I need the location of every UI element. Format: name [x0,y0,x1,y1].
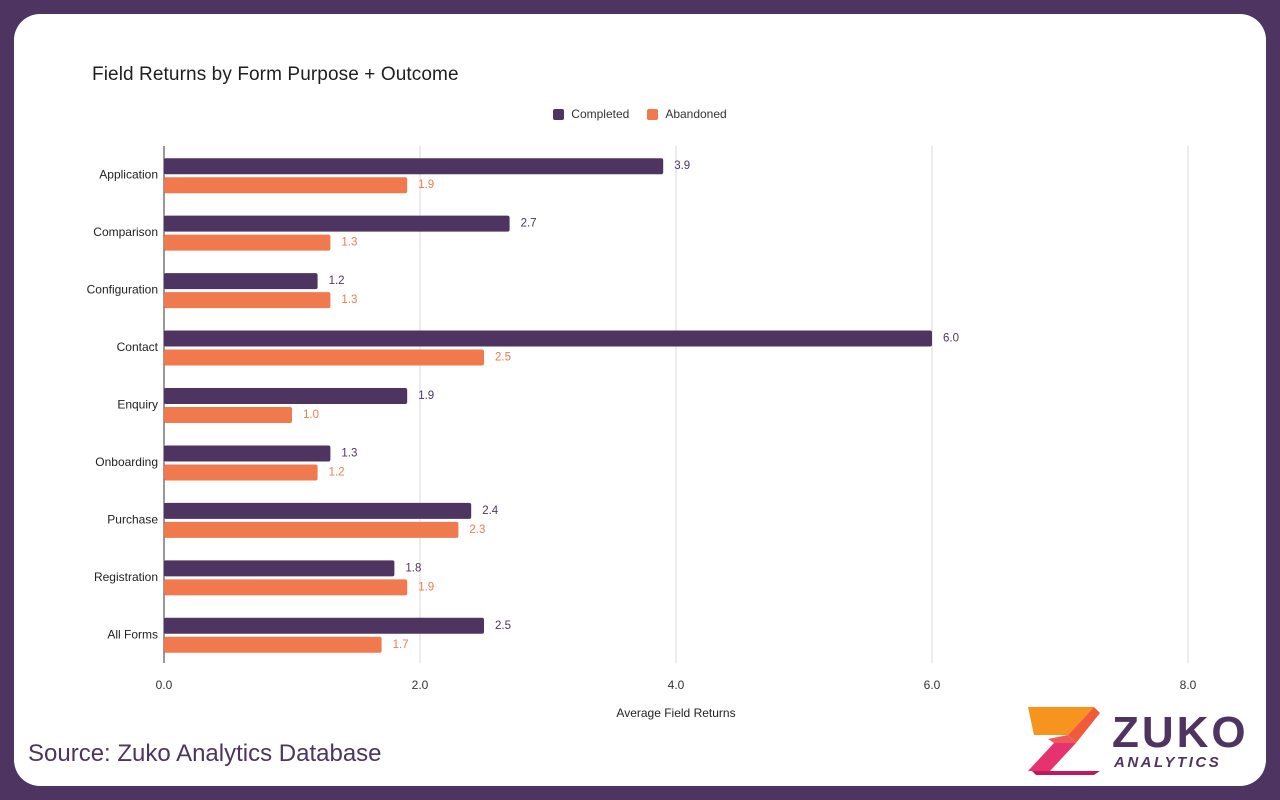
data-label-abandoned: 2.3 [469,524,485,536]
category-label: Application [99,168,158,182]
logo-wordmark: ZUKO [1112,708,1249,757]
bar-abandoned [164,349,484,366]
data-label-completed: 1.3 [341,447,357,459]
bar-abandoned [164,292,331,309]
bar-abandoned [164,234,331,251]
bar-completed [164,388,408,404]
x-tick-label: 0.0 [156,678,173,692]
category-label: Registration [94,570,158,584]
bar-abandoned [164,521,459,538]
data-label-abandoned: 1.7 [393,639,409,651]
source-caption: Source: Zuko Analytics Database [28,740,382,767]
data-label-abandoned: 2.5 [495,352,511,364]
legend-label-abandoned: Abandoned [665,107,727,121]
data-label-abandoned: 1.9 [418,581,434,593]
bar-completed [164,445,331,462]
legend-label-completed: Completed [571,107,630,121]
x-tick-label: 6.0 [924,678,941,692]
data-label-completed: 2.5 [495,620,511,632]
data-label-abandoned: 1.0 [303,409,319,421]
category-label: Comparison [93,225,158,239]
data-label-completed: 6.0 [943,333,959,345]
data-label-completed: 1.9 [418,390,434,402]
bar-completed [164,158,664,175]
x-axis-title: Average Field Returns [616,706,735,720]
category-label: Onboarding [95,455,158,469]
bar-abandoned [164,579,408,596]
bar-abandoned [164,636,382,653]
legend-swatch-completed [553,108,565,120]
x-tick-label: 4.0 [668,678,685,692]
category-label: Enquiry [117,398,158,412]
logo-subtitle: ANALYTICS [1114,754,1222,771]
category-label: Purchase [107,512,158,526]
data-label-abandoned: 1.9 [418,179,434,191]
bar-completed [164,330,932,347]
category-label: Contact [117,340,159,354]
x-tick-label: 2.0 [412,678,429,692]
data-label-completed: 1.8 [405,562,421,574]
bar-completed [164,502,472,519]
bar-completed [164,560,395,577]
data-label-completed: 1.2 [329,275,345,287]
data-label-abandoned: 1.3 [341,237,357,249]
data-label-abandoned: 1.3 [341,294,357,306]
bar-abandoned [164,464,318,481]
data-label-completed: 3.9 [674,160,690,172]
data-label-completed: 2.7 [521,218,537,230]
bar-abandoned [164,407,292,423]
legend-item-completed[interactable]: Completed [553,107,629,121]
bar-completed [164,273,318,290]
x-tick-label: 8.0 [1180,678,1197,692]
category-label: All Forms [107,627,158,641]
chart-legend: Completed Abandoned [0,107,1280,121]
bar-completed [164,617,484,634]
bar-completed [164,215,510,232]
legend-swatch-abandoned [647,108,659,120]
zuko-logo-icon [1028,707,1100,775]
data-label-abandoned: 1.2 [329,466,345,478]
category-label: Configuration [87,283,158,297]
bar-abandoned [164,177,408,194]
legend-item-abandoned[interactable]: Abandoned [647,107,727,121]
chart-title: Field Returns by Form Purpose + Outcome [92,64,459,85]
data-label-completed: 2.4 [482,505,499,517]
